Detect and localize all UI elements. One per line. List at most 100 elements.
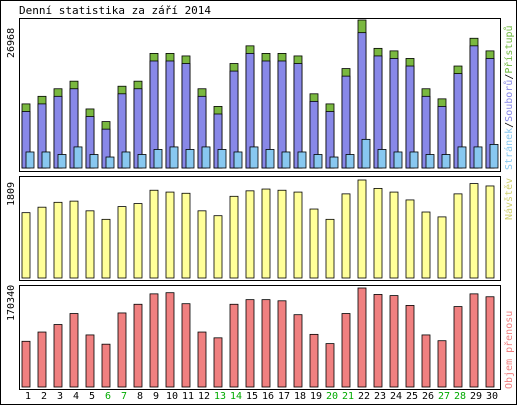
legend-hits: Přístupů [503, 25, 515, 73]
day-label: 28 [454, 391, 466, 402]
day-label: 11 [182, 391, 194, 402]
transfer-bar [181, 303, 191, 388]
transfer-bar [149, 293, 159, 388]
day-label: 30 [486, 391, 498, 402]
visits-bar [293, 191, 303, 279]
day-label: 18 [294, 391, 306, 402]
day-label: 3 [57, 391, 63, 402]
transfer-bar [485, 296, 495, 388]
pages-bar [281, 151, 291, 169]
day-label: 16 [262, 391, 274, 402]
transfer-bars [21, 287, 495, 388]
visits-panel [19, 176, 501, 281]
chart-title: Denní statistika za září 2014 [19, 4, 211, 17]
legend-sep-1: / [504, 122, 515, 128]
day-label: 19 [310, 391, 322, 402]
pages-bar [153, 149, 163, 169]
visits-bar [357, 179, 367, 279]
transfer-bar [373, 294, 383, 388]
visits-bar [69, 200, 79, 279]
day-labels: 1 2 3 4 5 6 7 8 9 10 11 12 13 14 15 16 17 18 19 20 21 22 23 24 2… [25, 391, 498, 402]
visits-bar [421, 211, 431, 279]
visits-bar [117, 206, 127, 279]
pages-bar [121, 151, 131, 169]
visits-bar [53, 201, 63, 279]
hits-legend: Stránek/Souborů/Přístupů [503, 25, 515, 170]
visits-bar [437, 216, 447, 279]
pages-bar [297, 151, 307, 169]
pages-bar [473, 146, 483, 169]
visits-bar [277, 189, 287, 279]
visits-bar [389, 191, 399, 279]
transfer-bar [117, 312, 127, 388]
files-bar [389, 58, 399, 169]
visits-bar [197, 210, 207, 279]
pages-bar [425, 154, 435, 169]
transfer-bar [37, 331, 47, 388]
transfer-bar [85, 334, 95, 388]
visits-bar [165, 191, 175, 279]
transfer-bar [293, 314, 303, 388]
day-label: 5 [89, 391, 95, 402]
transfer-bar [69, 313, 79, 388]
visits-bar [229, 195, 239, 279]
legend-files: Souborů [503, 80, 515, 122]
transfer-bar [261, 299, 271, 388]
day-label: 23 [374, 391, 386, 402]
day-label: 12 [198, 391, 210, 402]
pages-bar [313, 154, 323, 169]
pages-bar [185, 149, 195, 169]
visits-bar [261, 188, 271, 279]
pages-bar [137, 154, 147, 169]
day-label: 6 [105, 391, 111, 402]
day-label: 17 [278, 391, 290, 402]
transfer-bar [165, 292, 175, 388]
pages-bar [73, 146, 83, 169]
day-label: 13 [214, 391, 226, 402]
visits-ymax-label: 1809 [6, 182, 17, 206]
visits-bars [21, 179, 495, 279]
transfer-ymax-label: 170340 [6, 285, 17, 321]
pages-bar [265, 149, 275, 169]
legend-pages: Stránek [503, 128, 515, 170]
day-label: 14 [230, 391, 242, 402]
visits-bar [133, 203, 143, 279]
pages-bar [345, 154, 355, 169]
visits-bar [341, 193, 351, 279]
pages-bar [217, 149, 227, 169]
pages-bar [377, 149, 387, 169]
day-label: 27 [438, 391, 450, 402]
hits-bars [21, 19, 499, 169]
transfer-bar [309, 333, 319, 388]
transfer-bar [133, 303, 143, 388]
hits-panel [19, 18, 501, 172]
visits-bar [37, 206, 47, 279]
day-label: 9 [153, 391, 159, 402]
legend-visits: Návštěv [503, 178, 515, 220]
transfer-bar [405, 305, 415, 388]
visits-bar [21, 212, 31, 279]
transfer-bar [357, 287, 367, 388]
pages-bar [409, 151, 419, 169]
day-label: 22 [358, 391, 370, 402]
day-label: 20 [326, 391, 338, 402]
legend-transfer: Objem přenosu [503, 311, 515, 389]
transfer-bar [245, 299, 255, 388]
transfer-panel [19, 285, 501, 390]
visits-bar [453, 193, 463, 279]
transfer-bar [53, 324, 63, 388]
pages-bar [105, 156, 115, 169]
day-label: 10 [166, 391, 178, 402]
legend-sep-2: / [504, 74, 515, 80]
day-label: 1 [25, 391, 31, 402]
day-label: 29 [470, 391, 482, 402]
day-label: 4 [73, 391, 79, 402]
day-label: 24 [390, 391, 402, 402]
day-label: 15 [246, 391, 258, 402]
pages-bar [25, 151, 35, 169]
transfer-bar [437, 340, 447, 388]
pages-bar [457, 146, 467, 169]
pages-bar [169, 146, 179, 169]
pages-bar [393, 151, 403, 169]
